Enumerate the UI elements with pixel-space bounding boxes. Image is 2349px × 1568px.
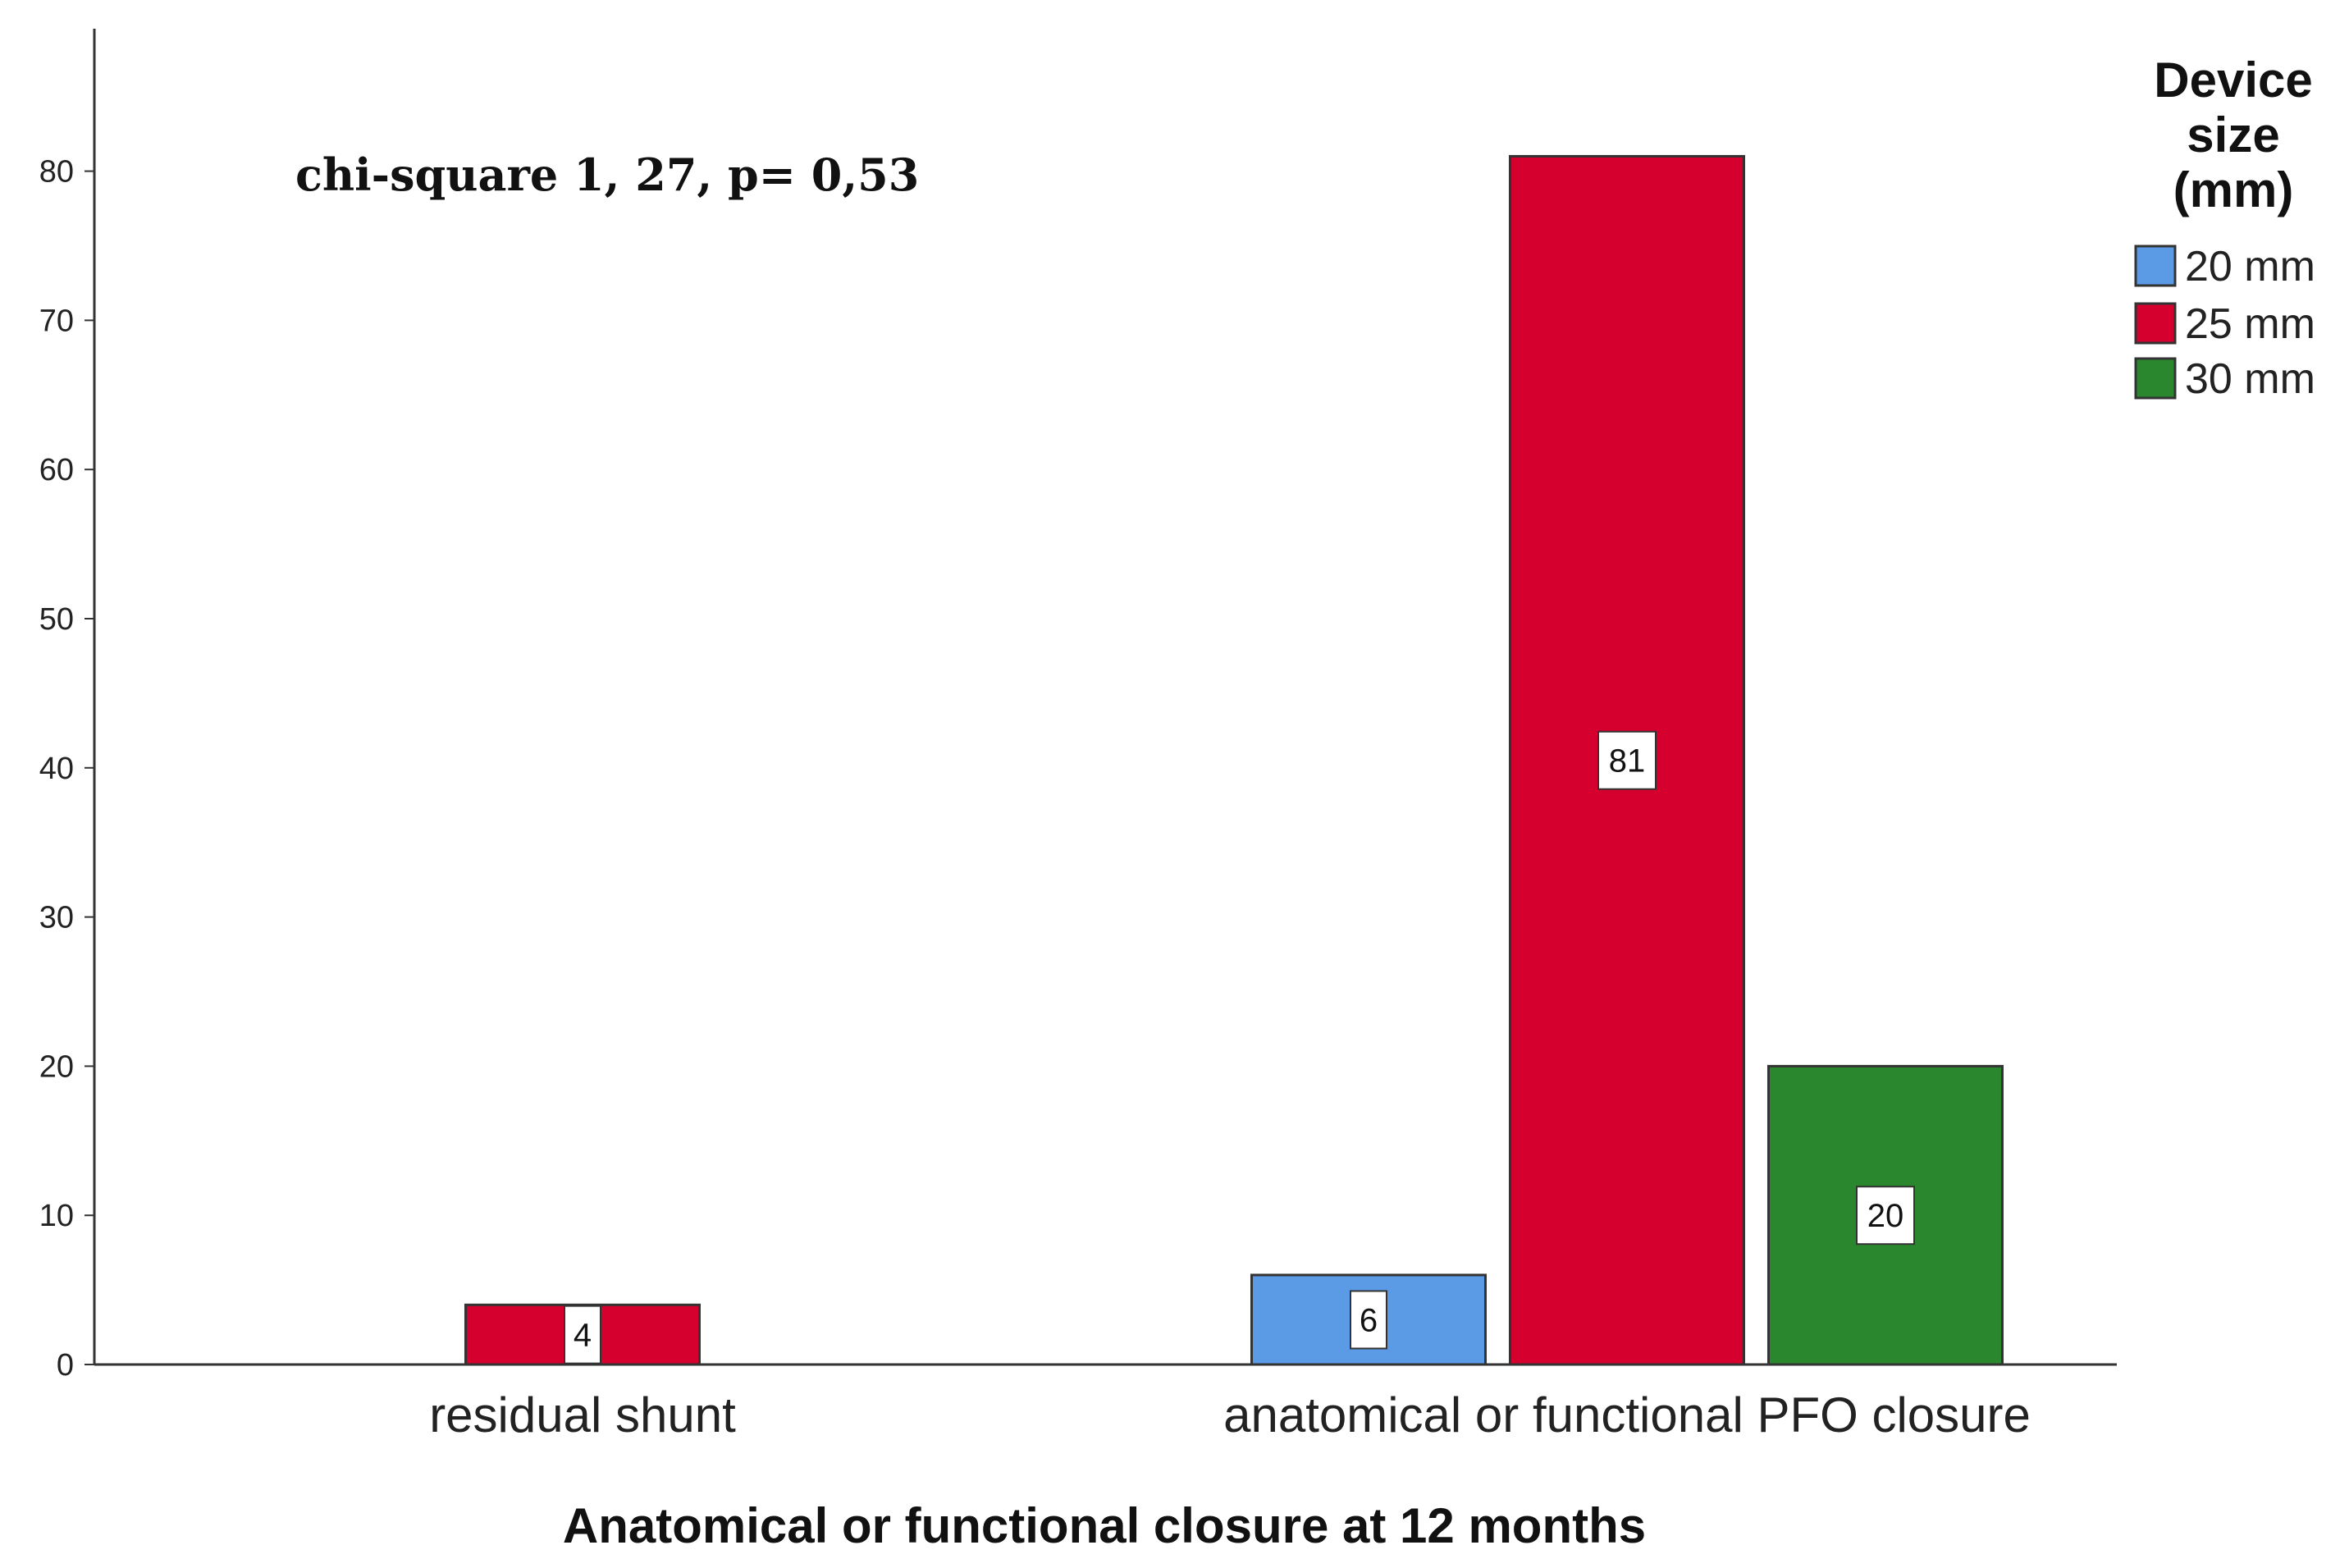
y-tick-label: 60 (39, 453, 74, 487)
legend-swatch (2134, 357, 2177, 400)
y-tick-label: 30 (39, 901, 74, 935)
y-tick-label: 70 (39, 304, 74, 338)
data-label-box (1597, 730, 1657, 790)
plot-area: 0 10 20 30 40 50 60 70 80 4 residual shunt 6 81 20 ana… (39, 29, 2117, 1442)
data-label-box (1856, 1186, 1915, 1246)
legend-label: 25 mm (2185, 300, 2315, 348)
y-tick-label: 10 (39, 1199, 74, 1233)
legend-title: size (2187, 107, 2279, 162)
category-label: anatomical or functional PFO closure (1223, 1387, 2031, 1442)
category-label: residual shunt (429, 1387, 736, 1442)
y-tick-label: 80 (39, 155, 74, 190)
data-label-box (564, 1305, 601, 1365)
x-axis-title: Anatomical or functional closure at 12 m… (563, 1498, 1646, 1553)
legend-swatch (2134, 302, 2177, 345)
data-label-box (1350, 1290, 1387, 1350)
y-tick-label: 50 (39, 602, 74, 637)
legend-label: 20 mm (2185, 243, 2315, 290)
legend-swatch (2134, 245, 2177, 287)
y-tick-label: 40 (39, 752, 74, 786)
y-tick-label: 20 (39, 1049, 74, 1084)
chi-square-annotation: chi-square 1, 27, p= 0,53 (295, 149, 919, 201)
data-label: 81 (1609, 743, 1646, 779)
data-label: 20 (1867, 1198, 1904, 1234)
y-tick-label: 0 (57, 1348, 74, 1383)
legend-title: (mm) (2173, 162, 2294, 217)
data-label: 6 (1360, 1302, 1378, 1338)
legend-title: Device (2154, 53, 2312, 107)
data-label: 4 (574, 1318, 592, 1354)
legend-label: 30 mm (2185, 355, 2315, 403)
